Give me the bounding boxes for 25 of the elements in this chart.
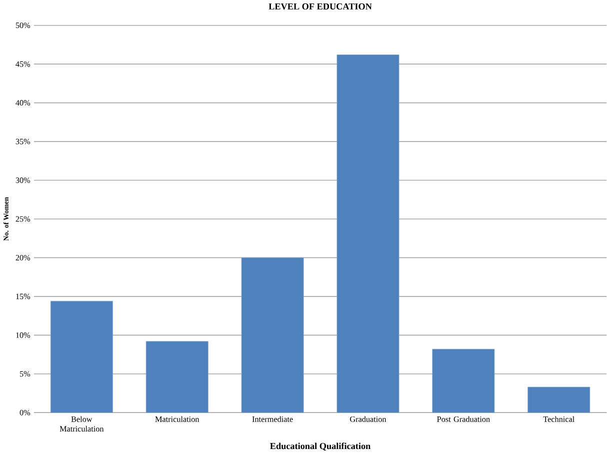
x-tick-label: Intermediate [252, 416, 293, 422]
bar [432, 348, 495, 413]
x-tick-label: Below Matriculation [60, 416, 104, 432]
y-tick-label: 20% [16, 255, 30, 261]
chart-title: LEVEL OF EDUCATION [268, 3, 372, 10]
y-tick-label: 40% [16, 100, 30, 106]
bar [241, 258, 304, 413]
x-tick-label: Post Graduation [437, 416, 490, 422]
y-tick-label: 0% [20, 410, 30, 416]
y-tick-label: 10% [16, 332, 30, 338]
y-tick-label: 5% [20, 371, 30, 377]
y-tick-label: 30% [16, 178, 30, 184]
x-tick-label: Technical [543, 416, 574, 422]
y-tick-label: 45% [16, 61, 30, 67]
x-tick-label: Graduation [350, 416, 386, 422]
bar [528, 386, 590, 413]
bar [146, 341, 208, 413]
y-tick-label: 50% [16, 22, 30, 28]
bar [336, 54, 400, 413]
bar [50, 300, 113, 413]
x-axis-title: Educational Qualification [270, 442, 371, 451]
x-tick-label: Matriculation [155, 416, 200, 422]
y-tick-label: 25% [16, 216, 30, 222]
y-tick-label: 15% [16, 294, 30, 300]
y-tick-label: 35% [16, 138, 30, 144]
